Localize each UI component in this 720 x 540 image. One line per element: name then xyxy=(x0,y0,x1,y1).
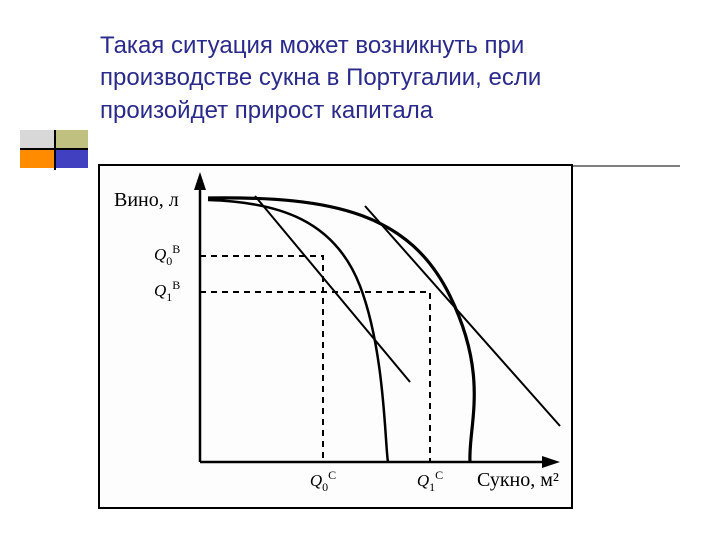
y-tick-q0b: Q0В xyxy=(154,242,180,268)
guide-q1 xyxy=(200,292,430,462)
x-tick-q1c: Q1С xyxy=(417,468,443,494)
slide-title: Такая ситуация может возникнуть при прои… xyxy=(100,30,660,127)
x-axis-label: Сукно, м² xyxy=(477,469,559,491)
y-tick-q1b: Q1В xyxy=(154,278,180,304)
bullet-decoration-icon xyxy=(20,130,88,170)
x-tick-q0c: Q0С xyxy=(310,468,336,494)
ppf-figure: Вино, л Сукно, м² Q0В Q1В Q0С Q1С xyxy=(98,164,573,509)
tangent-inner xyxy=(255,196,410,382)
ppf-outer-curve xyxy=(208,198,474,462)
y-axis-label: Вино, л xyxy=(114,189,179,211)
tangent-outer xyxy=(365,206,560,426)
guide-q0 xyxy=(200,256,323,462)
x-axis-arrow xyxy=(542,456,560,468)
y-axis-arrow xyxy=(194,172,206,190)
ppf-inner-curve xyxy=(208,200,388,462)
